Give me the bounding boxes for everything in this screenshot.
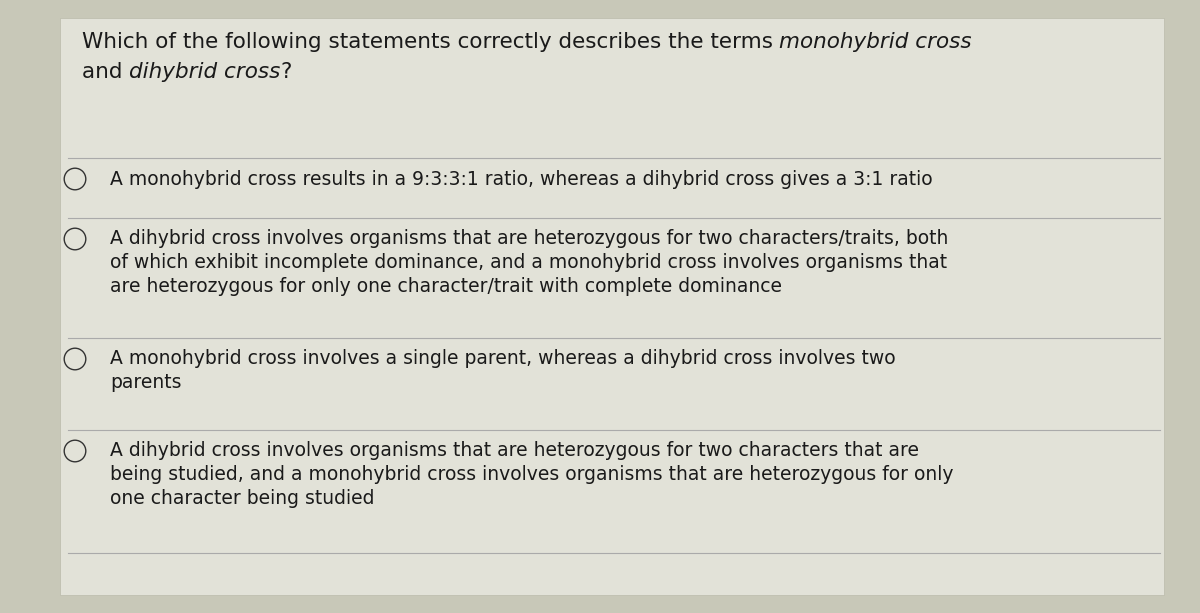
Text: parents: parents bbox=[110, 373, 182, 392]
Text: A monohybrid cross results in a 9:3:3:1 ratio, whereas a dihybrid cross gives a : A monohybrid cross results in a 9:3:3:1 … bbox=[110, 170, 934, 189]
Text: one character being studied: one character being studied bbox=[110, 490, 374, 509]
Text: ?: ? bbox=[281, 62, 292, 82]
Text: Which of the following statements correctly describes the terms: Which of the following statements correc… bbox=[82, 32, 780, 52]
Text: A dihybrid cross involves organisms that are heterozygous for two characters tha: A dihybrid cross involves organisms that… bbox=[110, 441, 919, 460]
Text: A monohybrid cross involves a single parent, whereas a dihybrid cross involves t: A monohybrid cross involves a single par… bbox=[110, 349, 896, 368]
Text: monohybrid cross: monohybrid cross bbox=[780, 32, 972, 52]
Text: of which exhibit incomplete dominance, and a monohybrid cross involves organisms: of which exhibit incomplete dominance, a… bbox=[110, 254, 948, 273]
Text: and: and bbox=[82, 62, 128, 82]
Text: A dihybrid cross involves organisms that are heterozygous for two characters/tra: A dihybrid cross involves organisms that… bbox=[110, 229, 949, 248]
Text: are heterozygous for only one character/trait with complete dominance: are heterozygous for only one character/… bbox=[110, 278, 782, 297]
Text: being studied, and a monohybrid cross involves organisms that are heterozygous f: being studied, and a monohybrid cross in… bbox=[110, 465, 954, 484]
Text: dihybrid cross: dihybrid cross bbox=[128, 62, 281, 82]
